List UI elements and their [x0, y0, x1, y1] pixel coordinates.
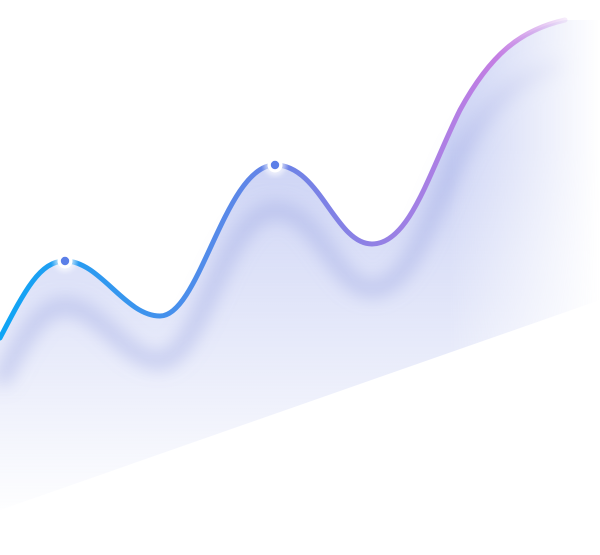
area-fill: [0, 20, 600, 510]
peak-marker: [54, 250, 76, 272]
line-shadow: [0, 58, 567, 387]
peak-marker: [264, 154, 286, 176]
